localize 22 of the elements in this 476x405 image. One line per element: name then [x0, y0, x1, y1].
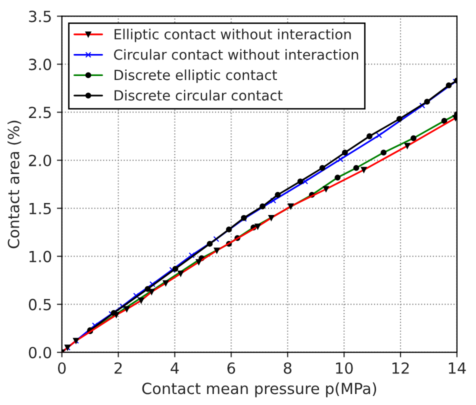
x-tick-label: 4: [170, 362, 179, 374]
legend-label: Discrete elliptic contact: [114, 69, 277, 83]
y-tick-label: 0.0: [28, 346, 52, 358]
legend-label: Elliptic contact without interaction: [114, 28, 351, 42]
y-tick-label: 1.5: [30, 202, 51, 214]
x-tick-label: 10: [336, 362, 353, 374]
y-tick-label: 2.5: [28, 106, 51, 118]
legend-label: Circular contact without interaction: [114, 49, 358, 60]
y-tick-label: 3.5: [29, 10, 51, 22]
y-tick-label: 1.0: [30, 250, 52, 262]
x-tick-label: 8: [284, 362, 292, 374]
y-tick-label: 0.5: [28, 298, 51, 310]
x-tick-label: 0: [58, 362, 66, 374]
x-axis-title: Contact mean pressure p(MPa): [142, 382, 376, 398]
y-axis-title: Contact area (%): [8, 120, 22, 248]
x-tick-label: 6: [227, 362, 236, 374]
x-tick-label: 2: [114, 362, 122, 374]
x-tick-label: 14: [448, 362, 466, 374]
x-tick-label: 12: [392, 362, 409, 374]
y-tick-label: 3.0: [29, 58, 52, 70]
y-tick-label: 2.0: [28, 154, 52, 166]
legend-label: Discrete circular contact: [114, 90, 283, 101]
